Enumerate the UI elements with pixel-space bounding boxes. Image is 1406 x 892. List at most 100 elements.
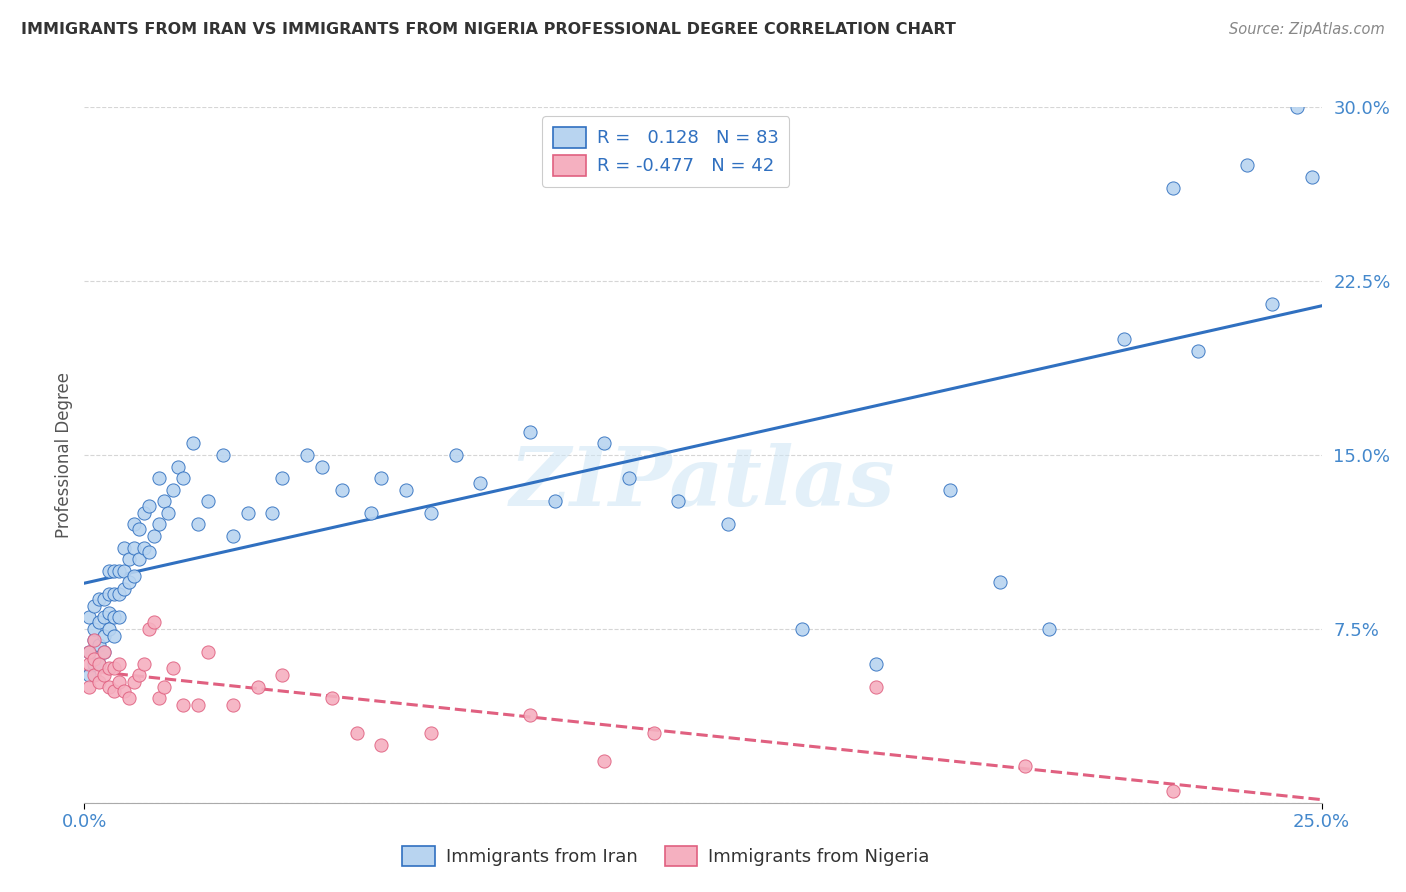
Point (93, 629, 115, 643)
Point (370, 738, 392, 752)
Point (666, 494, 689, 508)
Point (79, 680, 101, 694)
Point (112, 541, 135, 555)
Point (148, 517, 170, 532)
Point (148, 691, 170, 706)
Point (543, 494, 565, 508)
Point (122, 675, 145, 690)
Point (112, 564, 135, 578)
Point (1014, 758, 1036, 772)
Point (643, 726, 665, 740)
Point (212, 448, 235, 462)
Point (93, 668, 115, 682)
Point (197, 494, 219, 508)
Point (98, 606, 121, 620)
Point (865, 657, 887, 671)
Point (112, 684, 135, 698)
Point (419, 726, 441, 740)
Point (128, 522, 150, 536)
Point (79, 645, 101, 659)
Point (1187, 343, 1209, 358)
Point (321, 691, 343, 706)
Point (108, 657, 131, 671)
Text: IMMIGRANTS FROM IRAN VS IMMIGRANTS FROM NIGERIA PROFESSIONAL DEGREE CORRELATION : IMMIGRANTS FROM IRAN VS IMMIGRANTS FROM … (21, 22, 956, 37)
Point (271, 471, 294, 485)
Point (118, 552, 141, 566)
Point (89, 591, 111, 606)
Point (98, 680, 121, 694)
Point (360, 506, 382, 520)
Point (79, 668, 101, 682)
Point (89, 657, 111, 671)
Point (98, 564, 121, 578)
Point (1112, 332, 1135, 346)
Point (1161, 784, 1184, 798)
Point (108, 610, 131, 624)
Point (79, 645, 101, 659)
Point (83, 633, 105, 648)
Point (83, 622, 105, 636)
Point (89, 675, 111, 690)
Point (83, 599, 105, 613)
Point (89, 638, 111, 652)
Point (103, 684, 125, 698)
Point (346, 726, 368, 740)
Point (79, 657, 101, 671)
Point (222, 698, 245, 713)
Point (83, 668, 105, 682)
Point (79, 610, 101, 624)
Point (128, 552, 150, 566)
Point (138, 499, 160, 513)
Point (236, 506, 259, 520)
Point (187, 698, 209, 713)
Point (1038, 622, 1060, 636)
Point (128, 668, 150, 682)
Point (1301, 169, 1323, 184)
Point (790, 622, 813, 636)
Point (717, 517, 740, 532)
Point (118, 575, 141, 590)
Point (93, 610, 115, 624)
Point (89, 657, 111, 671)
Point (295, 448, 318, 462)
Point (330, 483, 353, 497)
Point (865, 680, 887, 694)
Point (1261, 297, 1284, 311)
Point (138, 545, 160, 559)
Point (1161, 181, 1184, 195)
Point (132, 657, 155, 671)
Point (246, 680, 269, 694)
Point (222, 529, 245, 543)
Legend: Immigrants from Iran, Immigrants from Nigeria: Immigrants from Iran, Immigrants from Ni… (392, 835, 941, 877)
Point (132, 541, 155, 555)
Point (122, 568, 145, 582)
Point (122, 541, 145, 555)
Point (108, 587, 131, 601)
Point (103, 661, 125, 675)
Point (152, 680, 174, 694)
Point (470, 475, 492, 490)
Point (122, 517, 145, 532)
Point (370, 471, 392, 485)
Point (181, 436, 204, 450)
Point (83, 657, 105, 671)
Point (142, 615, 165, 629)
Point (167, 459, 190, 474)
Point (108, 564, 131, 578)
Point (172, 698, 194, 713)
Point (1236, 158, 1258, 172)
Point (939, 483, 962, 497)
Point (162, 661, 184, 675)
Point (593, 754, 616, 768)
Point (419, 506, 441, 520)
Point (152, 494, 174, 508)
Point (93, 645, 115, 659)
Point (157, 506, 180, 520)
Point (142, 529, 165, 543)
Point (98, 587, 121, 601)
Point (132, 506, 155, 520)
Point (112, 582, 135, 597)
Point (89, 615, 111, 629)
Point (148, 471, 170, 485)
Point (98, 622, 121, 636)
